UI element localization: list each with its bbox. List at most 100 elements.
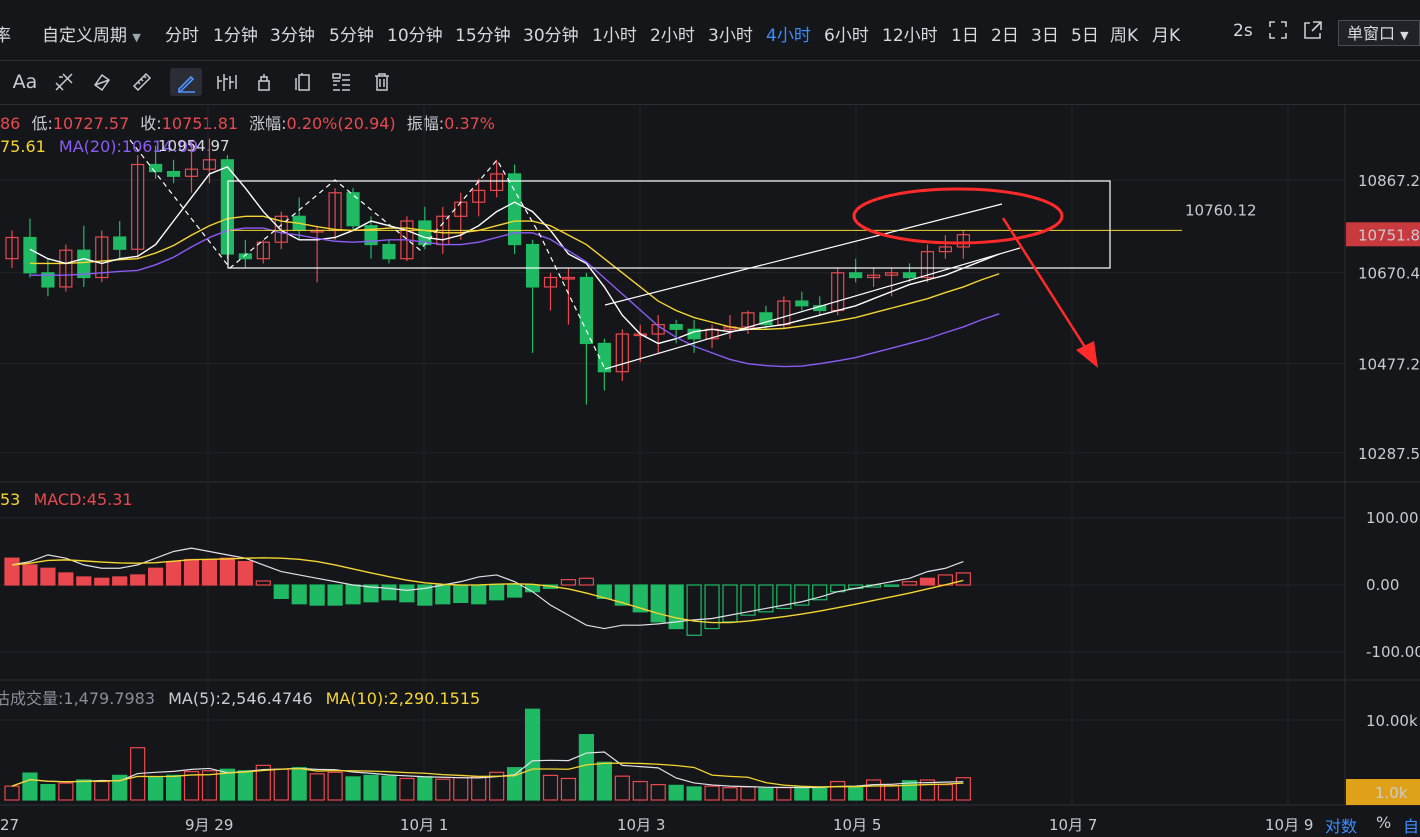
- candle-body: [59, 249, 73, 288]
- candle-body: [77, 249, 91, 279]
- fullscreen-icon[interactable]: [1267, 19, 1289, 46]
- time-tick-label: 10月 7: [1049, 816, 1097, 834]
- volume-bar: [201, 770, 218, 801]
- period-tab-11[interactable]: 6小时: [824, 26, 869, 46]
- volume-bar: [345, 776, 361, 801]
- time-tick-label: 10月 1: [400, 816, 448, 834]
- macd-histogram-bar: [614, 584, 630, 606]
- volume-bar: [471, 776, 487, 801]
- amplitude-label: 振幅:: [406, 114, 445, 133]
- period-tab-5[interactable]: 15分钟: [455, 26, 511, 46]
- period-tab-9[interactable]: 3小时: [708, 26, 753, 46]
- period-tab-1[interactable]: 1分钟: [213, 26, 258, 46]
- period-tab-3[interactable]: 5分钟: [329, 26, 374, 46]
- volume-bar: [291, 767, 307, 801]
- volume-bar: [22, 772, 38, 801]
- macd-histogram-bar: [417, 584, 433, 606]
- percent-scale-button[interactable]: %: [1376, 813, 1392, 832]
- popout-icon[interactable]: [1302, 19, 1324, 46]
- volume-ma5-value: MA(5):2,546.4746: [168, 689, 313, 708]
- trash-tool-icon[interactable]: [368, 68, 396, 96]
- period-tab-2[interactable]: 3分钟: [270, 26, 315, 46]
- price-tick-label: 10477.2: [1358, 356, 1420, 374]
- period-tab-18[interactable]: 月K: [1152, 26, 1181, 46]
- macd-value: MACD:45.31: [33, 490, 133, 509]
- period-tab-10[interactable]: 4小时: [766, 26, 811, 46]
- annotation-ellipse: [852, 187, 1064, 245]
- ma-info-row: 75.61 MA(20):10614.09: [0, 137, 198, 156]
- window-mode-select[interactable]: 单窗口 ▼: [1338, 20, 1420, 46]
- candle-body: [131, 163, 145, 250]
- macd-tick-label: 100.00: [1366, 509, 1419, 527]
- log-scale-button[interactable]: 对数: [1325, 817, 1358, 836]
- volume-bar: [883, 784, 900, 801]
- volume-bar: [578, 734, 595, 801]
- volume-bar: [524, 708, 541, 801]
- candle-body: [113, 236, 127, 250]
- candle-body: [956, 234, 970, 248]
- layout-tool-icon[interactable]: [328, 68, 356, 96]
- volume-bar: [309, 773, 325, 801]
- macd-histogram-bar: [363, 584, 379, 603]
- current-price-tag: [1346, 222, 1420, 247]
- macd-histogram-bar: [650, 584, 666, 623]
- custom-period-dropdown[interactable]: 自定义周期 ▼: [42, 21, 141, 46]
- ma5-line: [29, 166, 1000, 345]
- volume-bar: [381, 775, 397, 801]
- period-tab-4[interactable]: 10分钟: [387, 26, 443, 46]
- period-tab-14[interactable]: 2日: [991, 26, 1019, 46]
- period-tab-8[interactable]: 2小时: [650, 26, 695, 46]
- candle-body: [149, 163, 163, 173]
- period-tab-0[interactable]: 分时: [165, 26, 199, 46]
- volume-bar: [686, 786, 702, 801]
- macd-partial-value: 53: [0, 490, 21, 509]
- candle-body: [759, 312, 773, 326]
- copy-tool-icon[interactable]: [290, 68, 318, 96]
- volume-bar: [560, 777, 577, 801]
- pen-tool-icon[interactable]: [170, 68, 202, 96]
- candle-body: [525, 243, 540, 288]
- auto-scale-button[interactable]: 自: [1403, 817, 1420, 836]
- macd-tick-label: -100.00: [1366, 643, 1420, 661]
- period-tab-15[interactable]: 3日: [1031, 26, 1059, 46]
- period-tab-12[interactable]: 12小时: [882, 26, 938, 46]
- volume-bar: [165, 774, 182, 801]
- macd-histogram-bar: [291, 584, 307, 605]
- time-tick-label: 10月 9: [1265, 816, 1313, 834]
- period-tab-17[interactable]: 周K: [1110, 26, 1139, 46]
- macd-histogram-bar: [919, 577, 936, 586]
- text-tool-icon[interactable]: Aa: [12, 71, 38, 93]
- volume-bar: [668, 784, 684, 801]
- period-tab-16[interactable]: 5日: [1071, 26, 1099, 46]
- shape-tool-icon[interactable]: [88, 68, 116, 96]
- period-tab-6[interactable]: 30分钟: [523, 26, 579, 46]
- macd-histogram-bar: [40, 567, 56, 586]
- volume-bar: [112, 774, 128, 801]
- period-tab-7[interactable]: 1小时: [592, 26, 637, 46]
- current-price-label: 10751.8: [1358, 226, 1420, 244]
- amplitude-value: 0.37%: [444, 114, 495, 133]
- candle-body: [95, 236, 109, 279]
- volume-bar: [363, 774, 379, 801]
- fib-tool-icon[interactable]: [50, 68, 78, 96]
- period-tab-13[interactable]: 1日: [951, 26, 979, 46]
- pattern-tool-icon[interactable]: [212, 68, 240, 96]
- ma20-line: [29, 227, 1000, 368]
- candle-body: [346, 192, 360, 227]
- candle-body: [382, 243, 396, 260]
- volume-bar: [542, 774, 559, 801]
- macd-histogram-bar: [345, 584, 361, 605]
- macd-histogram-bar: [309, 584, 325, 606]
- lock-tool-icon[interactable]: [250, 68, 278, 96]
- macd-histogram-bar: [740, 584, 756, 616]
- candle-body: [579, 276, 594, 345]
- macd-histogram-bar: [722, 584, 738, 623]
- ruler-tool-icon[interactable]: [128, 68, 156, 96]
- macd-histogram-bar: [560, 579, 577, 586]
- volume-bar: [704, 785, 720, 801]
- peak-price-label: 10954.97: [158, 137, 230, 155]
- refresh-interval[interactable]: 2s: [1233, 21, 1253, 41]
- ma-partial-value: 75.61: [0, 137, 46, 156]
- macd-histogram-bar: [435, 584, 451, 605]
